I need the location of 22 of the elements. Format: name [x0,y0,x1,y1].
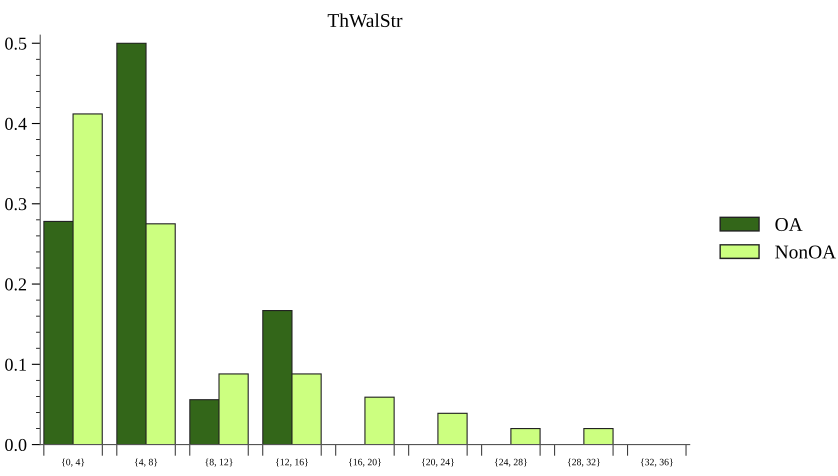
bar [437,412,468,445]
y-tick-label: 0.0 [5,438,26,452]
legend-label: NonOA [775,246,836,259]
legend-label: OA [775,218,803,232]
x-tick-label: {24, 28} [494,458,527,467]
x-tick-label: {28, 32} [568,458,600,467]
y-tick-label: 0.1 [5,358,26,371]
x-tick-label: {0, 4} [62,458,84,467]
x-tick-label: {20, 24} [422,458,454,467]
chart-title: ThWalStr [328,13,402,28]
x-tick-label: {4, 8} [134,458,158,467]
y-tick-label: 0.2 [5,278,26,291]
x-tick-label: {12, 16} [276,458,308,467]
y-tick-label: 0.4 [5,118,27,130]
y-tick-label: 0.5 [5,38,26,50]
y-tick-label: 0.3 [5,198,26,210]
bar [364,396,395,445]
x-tick-label: {32, 36} [640,458,673,467]
bar [510,428,541,445]
x-tick-label: {16, 20} [349,458,381,467]
x-tick-label: {8, 12} [206,458,233,467]
bar [583,428,614,445]
